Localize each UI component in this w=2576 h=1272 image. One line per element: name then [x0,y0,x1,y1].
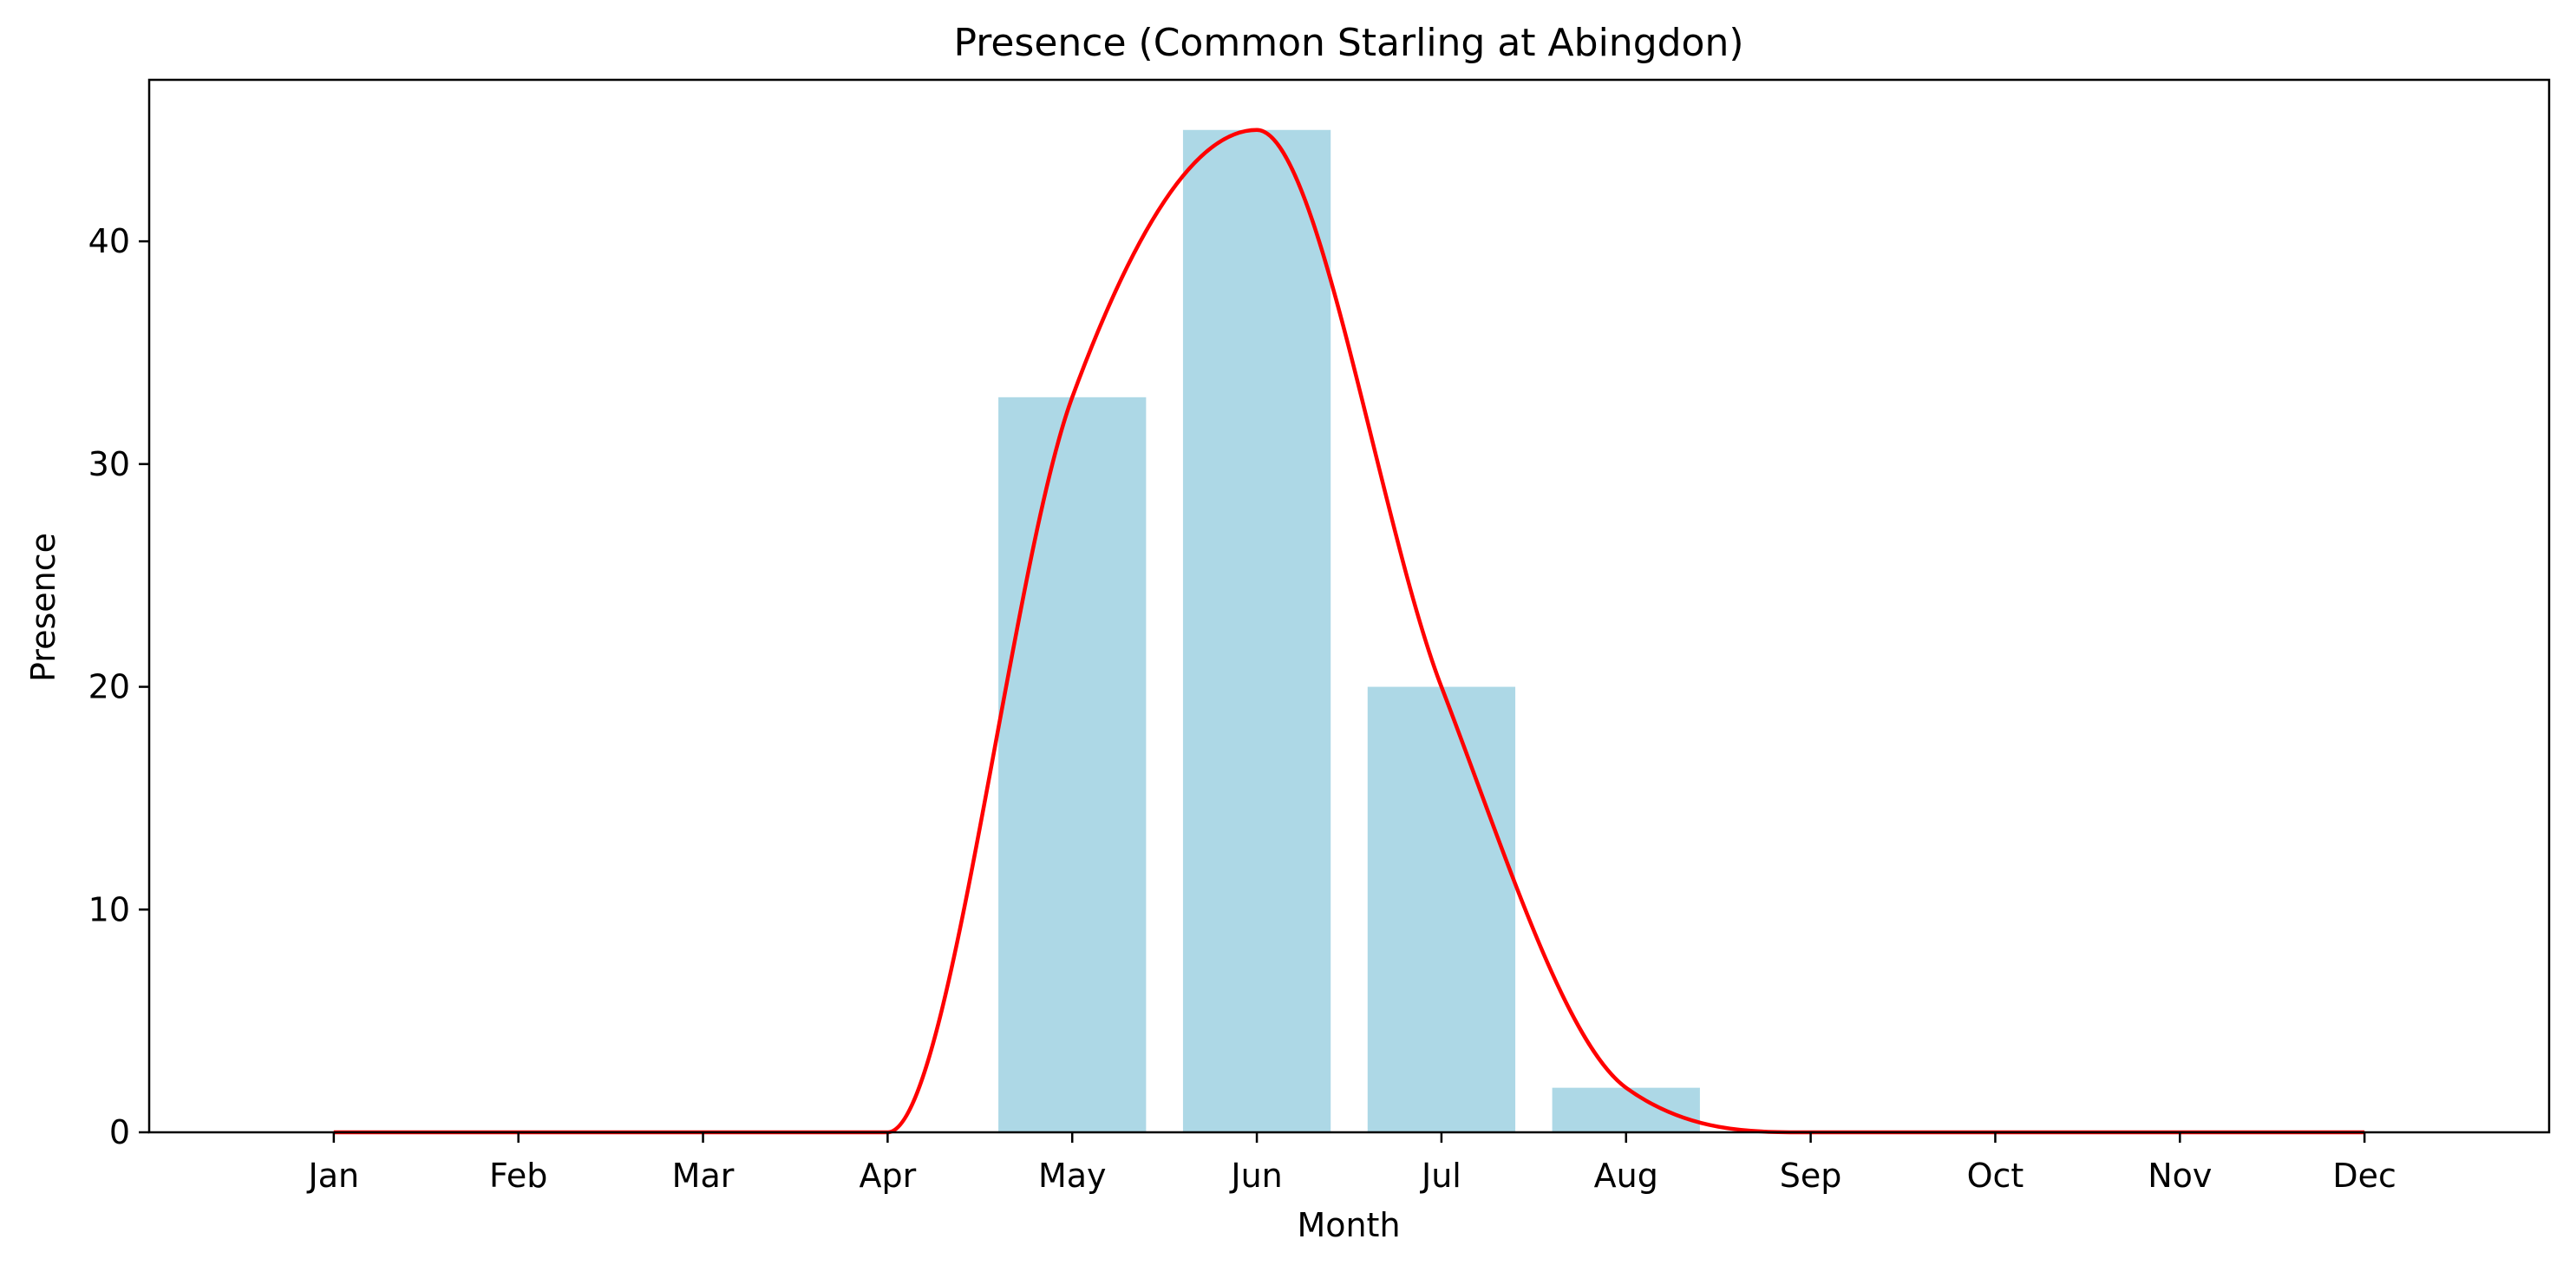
bar-aug [1552,1087,1700,1132]
bar-jun [1182,129,1331,1132]
bar-may [998,397,1147,1132]
x-axis-label: Month [1297,1206,1400,1244]
y-tick-label-10: 10 [88,890,130,928]
x-tick-label-jun: Jun [1229,1157,1282,1195]
plot-frame [147,78,2551,1134]
y-tick-label-40: 40 [88,222,130,260]
x-tick-label-aug: Aug [1594,1157,1658,1195]
y-tick-label-0: 0 [109,1113,130,1151]
x-tick-label-may: May [1038,1157,1107,1195]
x-tick-label-apr: Apr [860,1157,917,1195]
bar-series [998,129,1700,1132]
x-tick-label-mar: Mar [672,1157,735,1195]
x-tick-label-dec: Dec [2332,1157,2396,1195]
y-tick-label-20: 20 [88,668,130,706]
y-axis: 0 10 20 30 40 [88,222,149,1151]
x-tick-label-oct: Oct [1967,1157,2024,1195]
chart-title: Presence (Common Starling at Abingdon) [953,21,1743,65]
x-tick-label-sep: Sep [1780,1157,1842,1195]
x-axis: Jan Feb Mar Apr May Jun Jul Aug Sep Oct Nov Dec [307,1132,2396,1195]
x-tick-label-nov: Nov [2148,1157,2212,1195]
y-tick-label-30: 30 [88,445,130,483]
x-tick-label-feb: Feb [489,1157,547,1195]
x-tick-label-jul: Jul [1420,1157,1461,1195]
y-axis-label: Presence [24,533,62,682]
bar-jul [1367,686,1516,1132]
x-tick-label-jan: Jan [307,1157,360,1195]
